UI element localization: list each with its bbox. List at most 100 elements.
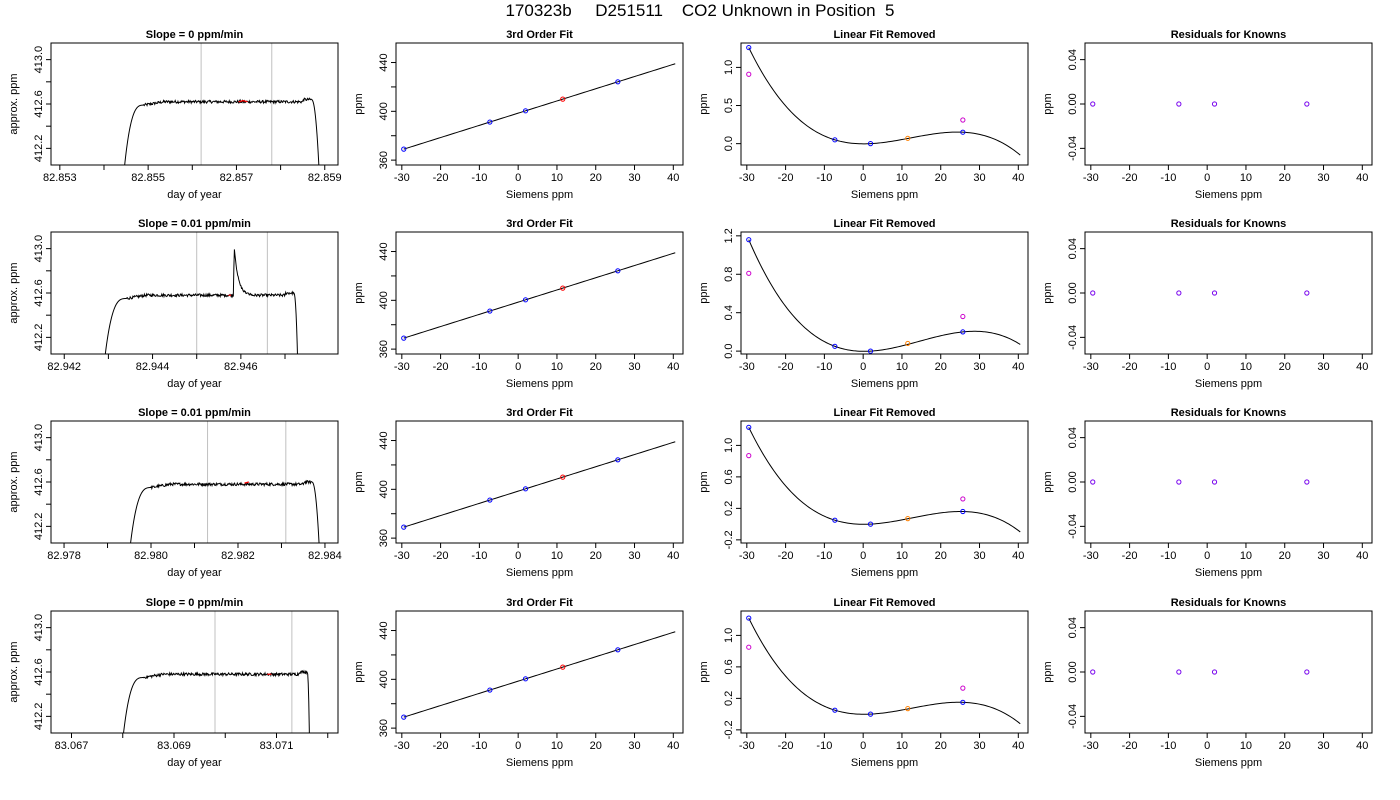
y-tick-label: 0.2	[723, 501, 735, 516]
x-tick-label: 40	[667, 361, 679, 373]
raw-residual-point	[746, 270, 752, 276]
unknown-point	[560, 285, 566, 291]
known-point	[960, 508, 966, 515]
x-tick-label: 82.944	[136, 361, 170, 373]
fit-curve	[403, 631, 676, 718]
y-tick-label: 400	[378, 291, 390, 309]
y-tick-label: 412.2	[33, 135, 45, 163]
y-tick-label: -0.2	[723, 530, 735, 549]
y-tick-label: 0.00	[1067, 282, 1079, 303]
known-point	[867, 348, 874, 354]
unknown-point	[560, 96, 566, 102]
known-point	[746, 237, 752, 243]
x-tick-label: -20	[778, 361, 794, 373]
panel-title: Linear Fit Removed	[833, 29, 935, 41]
y-tick-label: 413.0	[33, 614, 45, 642]
analyzer-trace	[123, 669, 310, 733]
x-tick-label: 30	[628, 361, 640, 373]
plot-frame	[395, 42, 684, 166]
residual-point	[1176, 669, 1182, 675]
x-tick-label: 30	[973, 550, 985, 562]
y-tick-label: 412.6	[33, 468, 45, 496]
y-tick-label: -0.04	[1067, 325, 1079, 350]
x-axis-label: Siemens ppm	[1195, 567, 1262, 579]
x-tick-label: 30	[1317, 740, 1329, 752]
panel-title: Slope = 0.01 ppm/min	[138, 407, 251, 419]
residual-point	[1176, 290, 1182, 296]
x-tick-label: 0	[1204, 172, 1210, 184]
x-tick-label: -30	[394, 740, 410, 752]
x-tick-label: 30	[628, 550, 640, 562]
known-point	[615, 457, 621, 463]
y-tick-label: 413.0	[33, 235, 45, 263]
analyzer-trace	[130, 479, 320, 543]
fit-curve	[748, 427, 1021, 533]
known-point	[832, 137, 838, 143]
x-tick-label: 20	[590, 740, 602, 752]
panel-r3-resid: Residuals for Knowns Siemens ppm ppm -30 -20…	[1042, 407, 1373, 579]
x-tick-label: -20	[433, 740, 449, 752]
y-tick-label: 413.0	[33, 424, 45, 452]
panel-title: 3rd Order Fit	[506, 29, 573, 41]
x-tick-label: 40	[1356, 172, 1368, 184]
plot-area	[104, 232, 298, 354]
y-tick-label: 0.6	[723, 659, 735, 674]
x-tick-label: 0	[860, 550, 866, 562]
analyzer-trace	[124, 97, 320, 165]
unknown-point	[905, 706, 911, 712]
x-tick-label: 40	[667, 740, 679, 752]
x-tick-label: -20	[778, 740, 794, 752]
residual-point	[1176, 479, 1182, 485]
y-tick-label: 0.04	[1067, 49, 1079, 70]
known-point	[522, 486, 529, 492]
known-point	[522, 297, 529, 303]
known-point	[832, 343, 838, 349]
x-tick-label: -30	[739, 172, 755, 184]
x-tick-label: 0	[860, 740, 866, 752]
known-point	[867, 711, 874, 717]
residual-point	[1090, 479, 1096, 485]
x-axis-label: Siemens ppm	[506, 189, 573, 201]
x-tick-label: 10	[896, 550, 908, 562]
y-axis-label: ppm	[353, 282, 365, 303]
x-axis-label: Siemens ppm	[506, 757, 573, 769]
plot-frame	[395, 610, 684, 734]
y-tick-label: 0.04	[1067, 617, 1079, 638]
x-axis-label: day of year	[167, 189, 222, 201]
known-point	[960, 129, 966, 135]
x-tick-label: -30	[1083, 172, 1099, 184]
panel-r4-linrem: Linear Fit Removed Siemens ppm ppm -30 -20 -1…	[698, 597, 1029, 769]
x-tick-label: -10	[471, 740, 487, 752]
x-tick-label: 40	[1012, 550, 1024, 562]
panel-r4-fit: 3rd Order Fit Siemens ppm ppm -30 -20 -10 0 10 2…	[353, 597, 684, 769]
panel-r3-fit: 3rd Order Fit Siemens ppm ppm -30 -20 -10 0 10 2…	[353, 407, 684, 579]
x-axis-label: Siemens ppm	[1195, 189, 1262, 201]
y-axis-label: ppm	[1042, 93, 1054, 114]
residual-point	[1211, 669, 1218, 675]
known-point	[746, 44, 752, 51]
x-tick-label: 20	[935, 550, 947, 562]
x-tick-label: 82.984	[308, 550, 342, 562]
panel-r2-resid: Residuals for Knowns Siemens ppm ppm -30 -20…	[1042, 218, 1373, 390]
x-tick-label: 30	[973, 740, 985, 752]
x-tick-label: 20	[935, 172, 947, 184]
x-tick-label: 0	[860, 361, 866, 373]
x-tick-label: 82.982	[221, 550, 255, 562]
panel-title: Linear Fit Removed	[833, 407, 935, 419]
x-tick-label: -10	[816, 361, 832, 373]
y-tick-label: 412.2	[33, 324, 45, 352]
known-point	[615, 268, 621, 274]
known-point	[522, 676, 529, 682]
x-tick-label: -20	[778, 550, 794, 562]
plot-frame	[740, 42, 1029, 166]
y-axis-label: ppm	[353, 661, 365, 682]
panel-r3-trace: Slope = 0.01 ppm/min day of year approx. p…	[8, 407, 342, 579]
x-tick-label: 20	[1279, 172, 1291, 184]
x-tick-label: -30	[394, 361, 410, 373]
y-tick-label: 412.2	[33, 703, 45, 731]
x-tick-label: 82.978	[47, 550, 81, 562]
x-tick-label: 0	[1204, 361, 1210, 373]
panel-r4-resid: Residuals for Knowns Siemens ppm ppm -30 -20…	[1042, 597, 1373, 769]
x-tick-label: 30	[1317, 361, 1329, 373]
